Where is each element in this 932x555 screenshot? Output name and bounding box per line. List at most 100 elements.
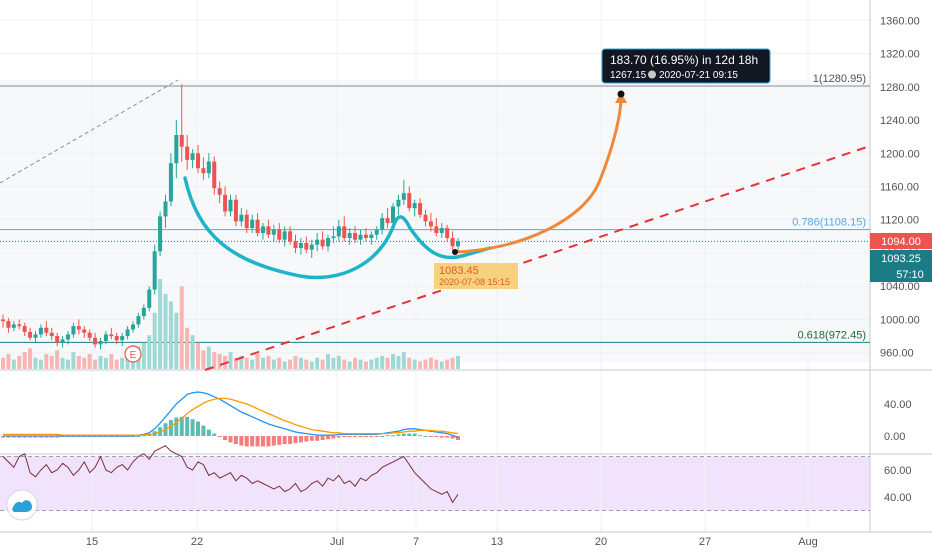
candle-body[interactable] xyxy=(288,231,293,242)
candle-body[interactable] xyxy=(60,339,65,343)
candle-body[interactable] xyxy=(82,329,87,333)
macd-pane[interactable] xyxy=(1,391,460,447)
candle-body[interactable] xyxy=(163,201,168,217)
candle-body[interactable] xyxy=(336,226,341,237)
candle-body[interactable] xyxy=(22,326,27,332)
candle-body[interactable] xyxy=(141,307,146,317)
candle-body[interactable] xyxy=(109,334,114,337)
candle-body[interactable] xyxy=(342,226,347,239)
candle-body[interactable] xyxy=(282,231,287,240)
candle-body[interactable] xyxy=(423,214,428,222)
candle-body[interactable] xyxy=(158,216,163,252)
candle-body[interactable] xyxy=(206,161,211,174)
candle-body[interactable] xyxy=(190,153,195,160)
candle-body[interactable] xyxy=(212,161,217,189)
candle-body[interactable] xyxy=(217,188,222,195)
earnings-event-marker[interactable]: E xyxy=(124,345,142,363)
candle-body[interactable] xyxy=(49,332,54,337)
candle-body[interactable] xyxy=(174,134,179,164)
projection-path[interactable] xyxy=(453,98,623,254)
candle-body[interactable] xyxy=(223,194,228,212)
candle-body[interactable] xyxy=(201,168,206,174)
candle-body[interactable] xyxy=(385,218,390,224)
fib-trend-line[interactable] xyxy=(0,79,179,184)
candle-body[interactable] xyxy=(255,219,260,234)
candle-body[interactable] xyxy=(439,228,444,234)
candle-body[interactable] xyxy=(114,336,119,341)
volume-bar xyxy=(11,359,16,369)
measure-tooltip[interactable]: 183.70 (16.95%) in 12d 18h 1267.15 2020-… xyxy=(601,48,771,84)
candle-body[interactable] xyxy=(33,334,38,338)
price-axis[interactable]: 1360.00 1320.00 1280.00 1240.00 1200.00 1160.… xyxy=(880,15,920,359)
candle-body[interactable] xyxy=(326,238,330,247)
candle-body[interactable] xyxy=(428,221,433,227)
candle-body[interactable] xyxy=(168,163,173,202)
candle-body[interactable] xyxy=(434,226,439,234)
tradingview-logo[interactable] xyxy=(6,489,38,521)
candle-body[interactable] xyxy=(120,336,125,341)
candle-body[interactable] xyxy=(179,134,184,147)
candle-body[interactable] xyxy=(396,199,401,207)
candle-body[interactable] xyxy=(196,153,200,169)
candle-body[interactable] xyxy=(309,244,314,250)
candle-body[interactable] xyxy=(456,241,460,247)
support-trendline[interactable] xyxy=(204,145,871,371)
candle-body[interactable] xyxy=(76,326,81,330)
candle-body[interactable] xyxy=(331,236,336,239)
candle-body[interactable] xyxy=(261,226,265,234)
candle-body[interactable] xyxy=(136,316,141,325)
candle-body[interactable] xyxy=(250,219,255,229)
cup-handle-pattern[interactable] xyxy=(183,176,492,280)
candle-body[interactable] xyxy=(131,324,135,330)
candle-body[interactable] xyxy=(315,239,320,245)
candle-body[interactable] xyxy=(1,319,5,322)
candle-body[interactable] xyxy=(450,238,455,247)
candle-body[interactable] xyxy=(407,193,412,209)
candle-body[interactable] xyxy=(293,241,298,248)
candle-body[interactable] xyxy=(98,341,103,345)
candles[interactable] xyxy=(1,84,460,350)
candle-body[interactable] xyxy=(87,332,92,338)
candle-body[interactable] xyxy=(374,229,379,235)
candle-body[interactable] xyxy=(277,229,282,240)
candle-body[interactable] xyxy=(147,289,152,308)
candle-body[interactable] xyxy=(44,327,49,333)
rsi-pane[interactable] xyxy=(0,445,870,511)
candle-body[interactable] xyxy=(369,234,374,239)
candle-body[interactable] xyxy=(239,214,244,222)
candle-body[interactable] xyxy=(380,218,385,230)
candle-body[interactable] xyxy=(228,199,233,212)
candle-body[interactable] xyxy=(401,193,406,200)
candle-body[interactable] xyxy=(71,326,76,335)
candle-body[interactable] xyxy=(271,229,276,235)
candle-body[interactable] xyxy=(66,334,70,340)
time-axis[interactable]: 15 22 Jul 7 13 20 27 Aug xyxy=(86,536,818,548)
candle-body[interactable] xyxy=(93,337,98,345)
candle-body[interactable] xyxy=(418,203,423,215)
candle-body[interactable] xyxy=(185,146,190,160)
candle-body[interactable] xyxy=(358,234,363,240)
candle-body[interactable] xyxy=(353,233,358,240)
candle-body[interactable] xyxy=(6,321,11,328)
candle-body[interactable] xyxy=(304,243,309,250)
volume-bar xyxy=(239,355,244,369)
candle-body[interactable] xyxy=(11,324,16,328)
candle-body[interactable] xyxy=(266,226,271,235)
candle-body[interactable] xyxy=(412,203,417,209)
candle-body[interactable] xyxy=(363,234,368,239)
candle-body[interactable] xyxy=(28,331,33,338)
candle-body[interactable] xyxy=(445,228,450,239)
candle-body[interactable] xyxy=(244,214,249,229)
candle-body[interactable] xyxy=(347,233,352,239)
candle-body[interactable] xyxy=(125,329,130,337)
candle-body[interactable] xyxy=(103,334,108,342)
candle-body[interactable] xyxy=(152,251,157,290)
candle-body[interactable] xyxy=(298,243,303,248)
candle-body[interactable] xyxy=(391,206,395,224)
candle-body[interactable] xyxy=(17,324,22,327)
candle-body[interactable] xyxy=(233,199,238,222)
candle-body[interactable] xyxy=(38,327,43,335)
candle-body[interactable] xyxy=(55,336,60,343)
candle-body[interactable] xyxy=(320,239,325,247)
